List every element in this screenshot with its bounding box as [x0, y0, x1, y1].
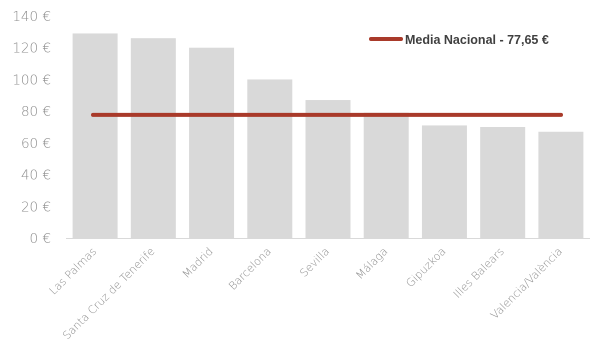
- legend-label: Media Nacional - 77,65 €: [405, 33, 549, 47]
- y-tick-label: 80 €: [21, 104, 51, 120]
- bars: [72, 33, 584, 239]
- y-tick-label: 40 €: [21, 168, 51, 184]
- bar: [130, 38, 176, 239]
- y-tick-label: 120 €: [12, 41, 51, 57]
- y-tick-label: 140 €: [12, 9, 51, 25]
- bar: [189, 47, 235, 238]
- bar: [305, 100, 351, 239]
- y-axis-ticks: 0 € 20 € 40 € 60 € 80 € 100 € 120 € 140 €: [12, 9, 51, 247]
- x-tick-label: Gipuzkoa: [403, 245, 448, 290]
- x-tick-label: Las Palmas: [47, 245, 99, 297]
- bar: [363, 112, 409, 238]
- bar: [421, 125, 467, 238]
- y-tick-label: 0 €: [30, 231, 51, 247]
- x-tick-label: Sevilla: [297, 245, 332, 280]
- x-tick-label: Madrid: [180, 245, 216, 281]
- bar: [538, 131, 584, 238]
- y-tick-label: 100 €: [12, 72, 51, 88]
- y-tick-label: 20 €: [21, 199, 51, 215]
- y-tick-label: 60 €: [21, 136, 51, 152]
- x-tick-label: Málaga: [353, 245, 390, 282]
- bar: [72, 33, 118, 238]
- bar: [247, 79, 293, 238]
- x-tick-label: Illes Balears: [451, 245, 507, 301]
- bar: [480, 127, 526, 238]
- legend: Media Nacional - 77,65 €: [369, 33, 549, 47]
- x-tick-label: Barcelona: [226, 245, 274, 293]
